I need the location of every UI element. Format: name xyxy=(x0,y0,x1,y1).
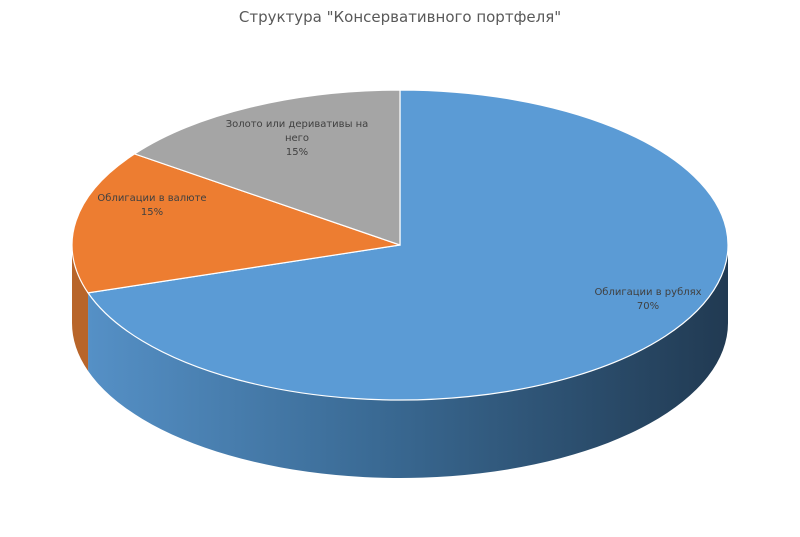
chart-title: Структура "Консервативного портфеля" xyxy=(238,8,562,26)
pie-side-rubles xyxy=(88,245,728,479)
pie-slice-currency xyxy=(71,153,401,294)
pie-slice-rubles xyxy=(87,89,729,401)
pie-side-currency xyxy=(72,245,89,371)
data-label-currency: Облигации в валюте 15% xyxy=(97,193,206,218)
data-label-gold: Золото или деривативы на него 15% xyxy=(226,119,369,158)
pie-slice-gold xyxy=(133,89,401,246)
data-label-rubles: Облигации в рублях 70% xyxy=(594,287,701,312)
